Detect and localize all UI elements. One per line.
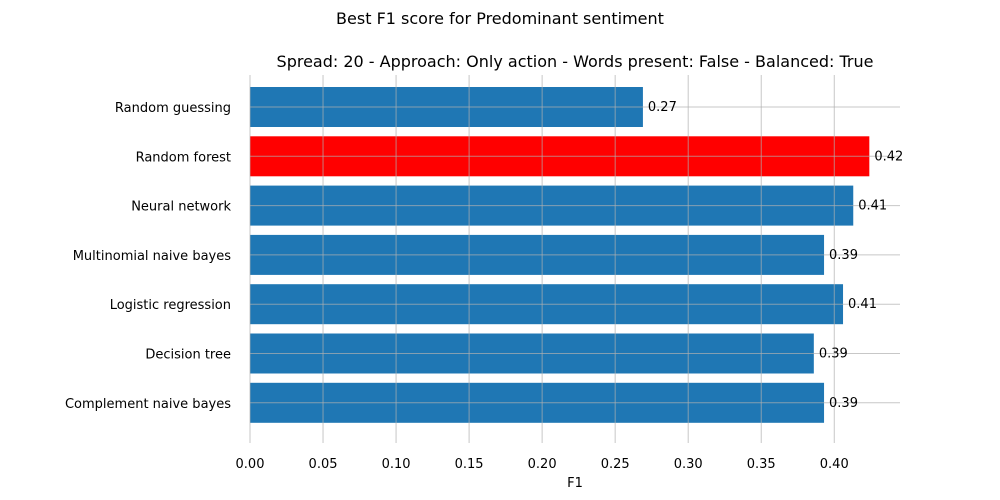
x-tick-label: 0.05 (309, 457, 338, 472)
data-label: 0.42 (874, 149, 903, 164)
x-tick-label: 0.25 (601, 457, 630, 472)
category-label: Random guessing (115, 101, 231, 116)
x-axis-label: F1 (567, 476, 583, 491)
category-label: Decision tree (145, 348, 231, 363)
x-tick-label: 0.30 (674, 457, 703, 472)
data-label: 0.39 (829, 248, 858, 263)
x-tick-label: 0.10 (382, 457, 411, 472)
x-tick-label: 0.40 (820, 457, 849, 472)
labels: 0.00 0.05 0.10 0.15 0.20 0.25 0.30 0.35 0.40 Rand… (65, 100, 903, 472)
chart-title: Spread: 20 - Approach: Only action - Wor… (277, 52, 874, 71)
data-label: 0.27 (648, 100, 677, 115)
x-tick-label: 0.20 (528, 457, 557, 472)
category-label: Multinomial naive bayes (73, 249, 232, 264)
x-tick-label: 0.35 (747, 457, 776, 472)
data-label: 0.41 (848, 297, 877, 312)
data-label: 0.39 (819, 347, 848, 362)
x-tick-label: 0.00 (236, 457, 265, 472)
category-label: Random forest (136, 150, 231, 165)
category-label: Neural network (131, 200, 231, 215)
category-label: Logistic regression (110, 298, 231, 313)
grid (249, 75, 900, 443)
x-tick-label: 0.15 (455, 457, 484, 472)
category-label: Complement naive bayes (65, 397, 231, 412)
data-label: 0.39 (829, 396, 858, 411)
data-label: 0.41 (858, 199, 887, 214)
chart-suptitle: Best F1 score for Predominant sentiment (336, 9, 664, 28)
